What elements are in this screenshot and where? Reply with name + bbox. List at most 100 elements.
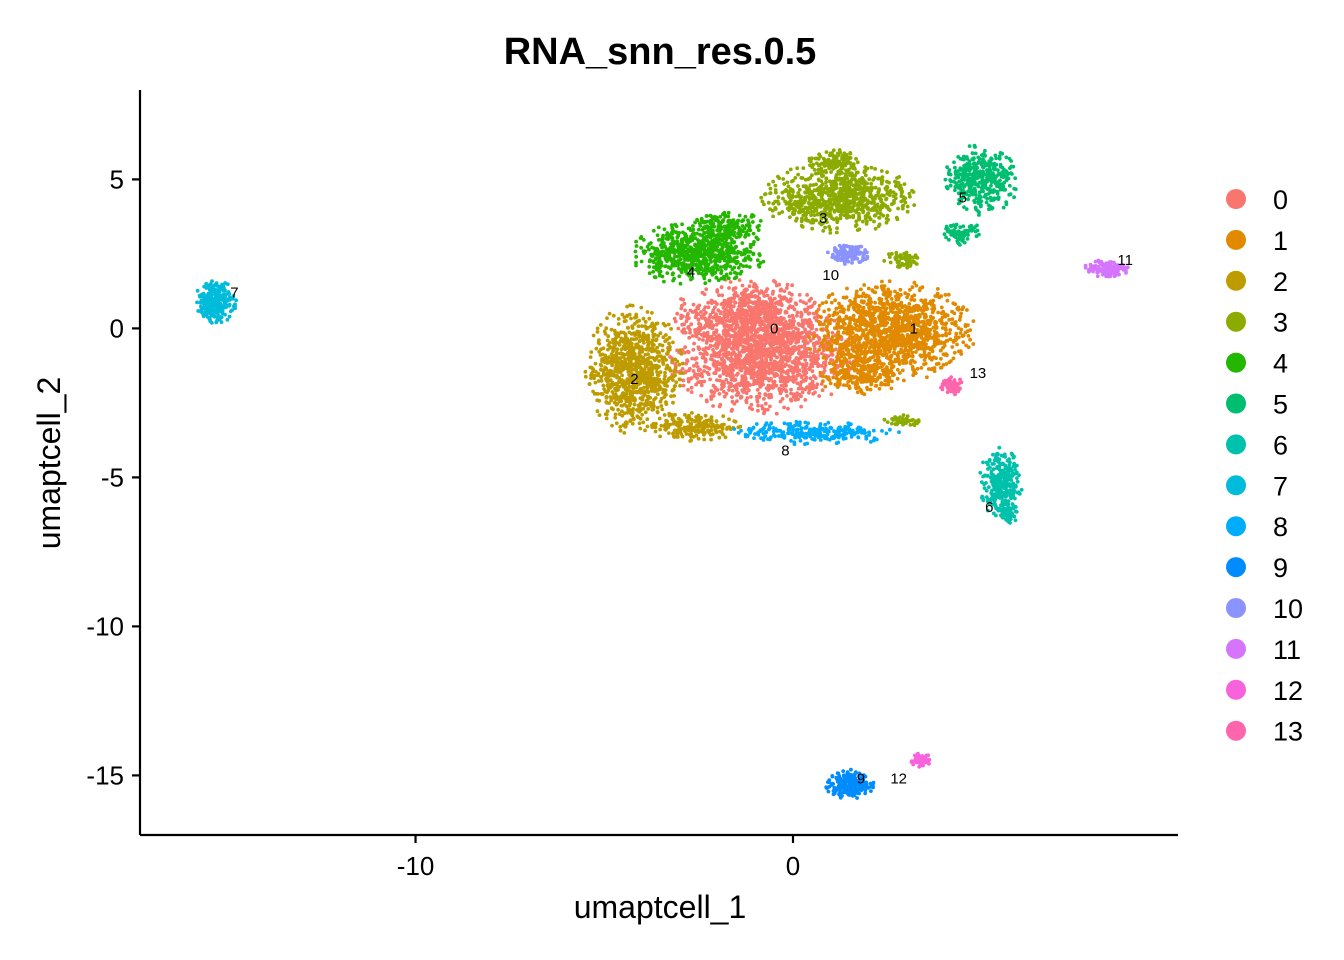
cell-point [874,328,879,333]
cell-point [808,351,813,355]
cell-point [886,290,890,294]
cell-point [882,287,886,292]
cell-point [846,372,851,377]
cell-point [755,288,759,293]
cell-point [623,347,628,352]
cell-point [735,355,740,360]
cell-point [895,367,900,372]
cell-point [925,307,930,311]
cell-point [689,390,694,394]
cell-point [859,346,864,351]
cell-point [739,368,744,373]
cell-point [828,193,833,197]
cell-point [691,369,696,373]
cell-point [928,318,933,322]
cell-point [670,359,675,363]
cell-point [674,380,679,385]
cell-point [724,343,729,348]
cell-point [722,338,727,343]
cell-point [604,390,609,395]
cell-point [718,402,723,407]
cell-point [844,358,849,363]
cell-point [704,346,709,350]
cell-point [876,224,881,229]
cell-point [717,293,721,298]
cell-point [695,365,700,369]
cell-point [637,421,642,426]
cell-point [934,356,938,361]
cell-point [783,388,788,393]
cell-point [845,363,850,368]
cell-point [838,304,843,309]
cell-point [823,384,828,389]
cell-point [794,335,798,339]
cell-point [936,361,941,366]
cell-point [643,375,647,379]
cell-point [650,425,655,430]
cell-point [848,299,852,303]
cell-point [848,332,852,336]
cell-point [604,416,609,421]
cell-point [738,364,743,369]
cell-point [737,278,742,282]
cell-point [808,331,813,336]
cell-point [605,409,610,414]
cell-point [716,316,721,321]
cell-point [742,362,747,366]
cell-point [903,325,908,330]
cell-point [887,279,892,284]
cell-point [935,291,940,296]
cell-point [617,399,622,404]
cell-point [657,359,661,363]
cell-point [665,337,669,342]
cell-point [654,321,659,326]
cell-point [711,348,715,352]
cell-point [606,334,611,339]
cell-point [888,333,893,338]
cell-point [897,315,902,320]
cell-point [669,327,673,331]
cell-point [965,308,969,312]
cell-point [862,283,867,287]
cell-point [822,322,826,326]
cell-point [755,388,760,392]
cell-point [837,371,842,376]
cell-point [727,366,731,370]
cell-point [629,316,633,321]
cell-point [722,389,726,394]
cell-point [829,392,834,397]
cell-point [850,380,855,385]
cell-point [712,390,717,395]
cell-point [611,407,615,412]
cell-point [652,332,657,337]
cell-point [631,417,636,422]
cell-point [791,392,796,397]
cell-point [940,333,945,338]
cell-point [694,433,699,438]
cell-point [882,346,887,350]
cell-point [784,340,789,345]
cell-point [611,345,616,350]
cell-point [836,378,841,382]
cell-point [867,312,871,317]
cell-point [655,382,659,386]
cell-point [642,385,646,390]
cell-point [848,318,852,323]
cell-point [808,347,813,351]
cell-point [794,394,799,399]
cell-point [848,378,853,383]
cell-point [625,365,630,370]
cell-point [765,365,769,369]
cell-point [667,341,671,346]
cell-point [711,404,715,408]
cell-point [850,366,855,371]
cell-point [688,327,692,332]
cell-point [899,343,904,348]
cell-point [879,343,884,348]
cell-point [868,296,873,301]
cell-point [727,337,732,342]
cell-point [729,296,734,301]
cell-point [808,382,812,387]
cell-point [625,421,629,426]
cell-point [902,378,906,383]
